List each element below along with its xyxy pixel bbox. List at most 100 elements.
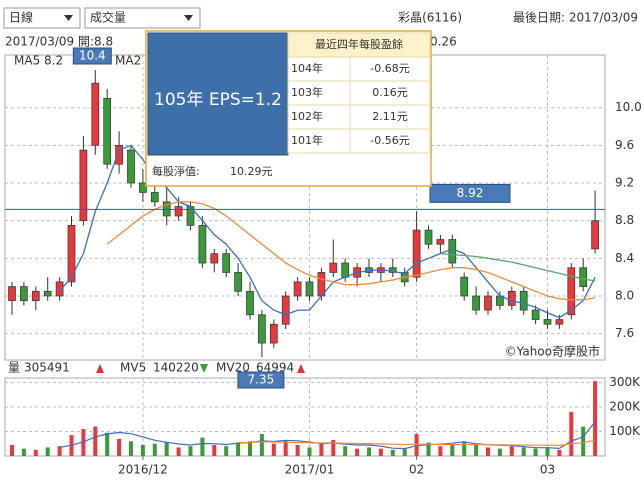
y-tick-label: 8.8 [615,213,634,227]
header-value: 0.26 [430,35,457,49]
table-cell [349,128,431,154]
candle-body [43,290,52,297]
x-tick-label: 02 [409,463,424,477]
volume-bar [569,411,574,456]
ma-line [440,252,596,282]
dropdown-box[interactable] [84,7,201,29]
volume-bar [212,444,217,456]
candle-body [460,276,469,297]
volume-bar [521,447,526,456]
candle-body [174,206,183,217]
volume-bar [81,429,86,456]
volume-bar [426,442,431,456]
indicator-dropdown[interactable]: 成交量 [84,7,201,29]
volume-bar [117,438,122,456]
period-dropdown[interactable]: 日線 [3,7,81,29]
mv-line [238,439,596,447]
candle-body [555,319,564,325]
candle-body [448,239,457,264]
reference-label: 8.92 [457,186,484,200]
volume-bar [176,447,181,456]
volume-bar [93,426,98,456]
volume-bar [367,447,371,456]
candle-body [519,290,528,311]
dropdown-box[interactable] [3,7,81,29]
dropdown-arrow[interactable] [184,15,193,21]
candle-body [79,149,88,222]
volume-bar [271,443,276,456]
volume-bar [497,448,502,456]
candle-body [543,319,552,325]
candle-body [269,323,278,344]
candle-body [246,290,254,316]
candle-body [115,145,123,165]
row-eps: -0.56元 [370,134,409,147]
candle-body [20,286,28,302]
volume-bar [21,448,26,456]
volume-bar [283,440,288,456]
candle-body [293,281,302,297]
volume-bar [152,443,157,456]
high-label-box [72,47,112,65]
volume-bar [557,449,562,456]
low-label-box [237,371,285,389]
volume-bar [259,433,264,456]
ma-line [106,201,596,301]
volume-bar [224,446,229,456]
candle-body [67,225,76,283]
candle-body [507,290,516,306]
candle-body [412,229,421,278]
candle-body [150,192,159,203]
volume-bar [378,448,383,456]
volume-bar [343,446,348,456]
volume-bar [331,440,336,456]
volume-bar [188,446,193,456]
candle-body [127,149,135,184]
volume-bar [355,448,360,456]
volume-bar [402,448,407,456]
row-year: 103年 [291,85,323,99]
legend-entry: MA2 [115,54,141,68]
volume-bar [236,442,241,456]
y-tick-label: 9.2 [615,176,634,190]
volume-bar [248,441,252,456]
y-tick-label: 7.6 [615,326,634,340]
volume-bar [593,381,598,456]
table-header-bg [287,32,431,58]
eps-text: 105年 EPS=1.2 [154,90,282,110]
mv20-label: MV20 [216,361,250,375]
volume-bar [164,442,169,456]
y-tick-label: 100K [609,424,641,438]
dropdown-text[interactable]: 成交量 [90,10,126,25]
candle-body [329,262,338,273]
volume-bar [307,447,312,456]
nav-value: 10.29元 [230,165,273,178]
y-tick-label: 9.6 [615,138,634,152]
high-label: 10.4 [79,49,106,63]
row-eps: 2.11元 [372,110,408,123]
volume-bar [105,432,110,456]
y-tick-label: 200K [609,399,641,413]
dropdown-text[interactable]: 日線 [9,10,33,25]
low-label: 7.35 [248,373,275,387]
x-tick-label: 2017/01 [285,463,335,477]
volume-bar [486,447,490,456]
up-arrow [96,364,104,373]
legend-entry: MA5 8.2 [14,54,63,68]
volume-bar [45,447,50,456]
candle-body [472,295,480,311]
dropdown-arrow[interactable] [64,15,73,21]
candle-body [436,239,445,245]
table-title: 最近四年每股盈餘 [315,37,403,51]
candle-body [579,267,588,287]
mv5-value: 140220 [153,361,199,375]
y-tick-label: 10.0 [615,100,642,114]
up-arrow [297,364,305,373]
volume-bar [319,442,324,456]
mv5-label: MV5 [120,361,146,375]
candle-body [91,82,100,146]
candle-body [484,295,492,311]
volume-bar [200,437,205,456]
